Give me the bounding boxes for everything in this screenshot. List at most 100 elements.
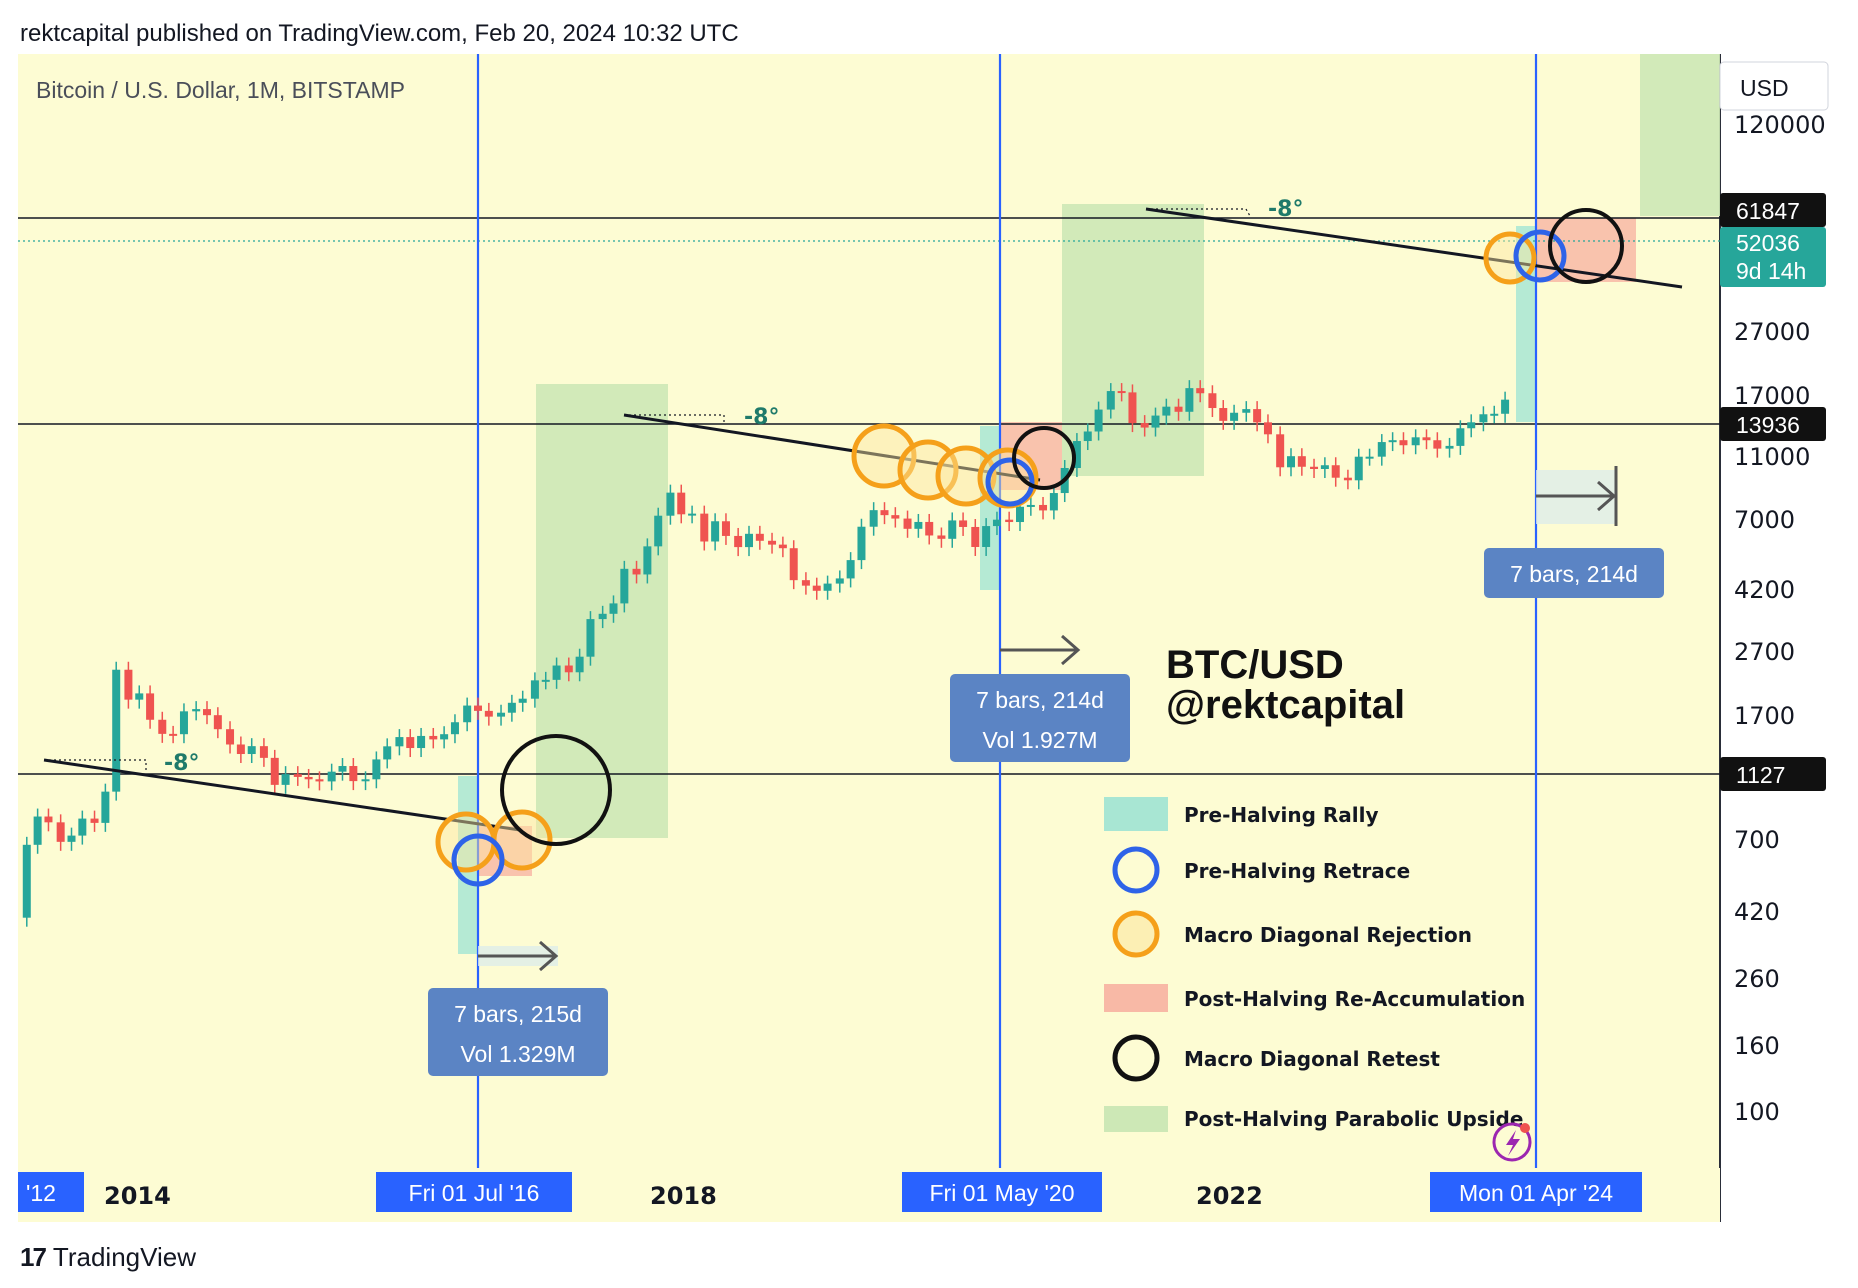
candle-body: [654, 515, 663, 547]
candle-body: [1005, 519, 1014, 523]
candle-body: [1151, 415, 1160, 428]
measure-label-bars-2024: 7 bars, 214d: [1510, 561, 1638, 587]
candle-body: [1287, 456, 1295, 468]
current-price-badge: [1720, 227, 1826, 287]
candle-body: [903, 518, 912, 529]
angle-label-2022: -8°: [1268, 197, 1303, 222]
candle-body: [361, 779, 370, 782]
chart-title-line2: @rektcapital: [1166, 683, 1405, 727]
publish-header: rektcapital published on TradingView.com…: [20, 20, 739, 47]
angle-arc-2018: [624, 414, 725, 424]
candle-body: [620, 568, 629, 604]
pre-halving-rally-zone-2024: [1516, 226, 1536, 422]
candle-body: [1083, 431, 1092, 442]
currency-box[interactable]: [1719, 61, 1829, 111]
candle-body: [101, 791, 110, 823]
chart-title-line1: BTC/USD: [1166, 643, 1344, 687]
measure-label-box-2016: [428, 988, 608, 1076]
time-badge-2016: [376, 1172, 572, 1212]
macro-diagonal-2022: [1145, 207, 1683, 289]
level-badge-61847-text: 61847: [1736, 198, 1800, 224]
candle-body: [1388, 440, 1397, 443]
tradingview-logo-icon: 17: [20, 1242, 47, 1272]
candle-body: [891, 515, 900, 519]
candle-body: [226, 729, 235, 745]
time-label-2022: 2022: [1196, 1182, 1263, 1210]
candle-body: [1174, 406, 1183, 412]
candle-body: [846, 560, 855, 579]
price-tick-6: 2700: [1734, 638, 1795, 666]
candle-body: [56, 822, 65, 842]
time-badge-2020: [902, 1172, 1102, 1212]
tradingview-footer[interactable]: 17 TradingView: [20, 1242, 196, 1273]
time-axis[interactable]: '12 2014 Fri 01 Jul '16 2018 Fri 01 May …: [18, 1172, 1642, 1212]
candle-body: [236, 744, 245, 755]
price-tick-12: 100: [1734, 1098, 1780, 1126]
candle-body: [78, 818, 87, 836]
candle-body: [484, 710, 493, 717]
legend-label-4: Macro Diagonal Retest: [1184, 1047, 1440, 1071]
level-badge-13936-text: 13936: [1736, 412, 1800, 438]
time-label-2024-halving: Mon 01 Apr '24: [1459, 1180, 1613, 1206]
candle-body: [948, 520, 957, 539]
candle-body: [44, 816, 53, 823]
candle-body: [1026, 504, 1035, 507]
candle-body: [383, 746, 392, 760]
candle-body: [315, 779, 324, 782]
candle-body: [711, 521, 720, 542]
measure-label-box-2020: [950, 674, 1130, 762]
candle-body: [937, 535, 946, 539]
tradingview-brand: TradingView: [52, 1242, 196, 1272]
candle-body: [1039, 504, 1048, 511]
retest-circle-2016: [500, 734, 612, 846]
candle-body: [1331, 465, 1340, 478]
price-tick-4: 7000: [1734, 506, 1795, 534]
time-label-2012: '12: [26, 1180, 56, 1206]
candle-body: [530, 680, 539, 699]
candle-body: [914, 521, 923, 529]
candle-body: [440, 734, 449, 740]
candle-body: [1242, 409, 1251, 413]
legend-label-5: Post-Halving Parabolic Upside: [1184, 1107, 1523, 1131]
candle-body: [1411, 437, 1420, 446]
candle-body: [213, 715, 222, 730]
lightning-icon[interactable]: [1492, 1122, 1532, 1162]
candle-body: [734, 535, 743, 548]
candle-body: [1094, 409, 1103, 432]
candle-body: [497, 712, 506, 717]
candle-body: [992, 519, 1001, 527]
legend: Pre-Halving Rally Pre-Halving Retrace Ma…: [1104, 797, 1525, 1132]
candle-body: [959, 520, 968, 527]
candle-body: [835, 578, 844, 584]
candle-body: [575, 656, 584, 673]
candle-body: [417, 735, 426, 749]
key-levels: [18, 217, 1720, 775]
price-tick-2: 17000: [1734, 382, 1810, 410]
marker-circles: [435, 208, 1624, 887]
candle-body: [124, 669, 133, 700]
candle-body: [1185, 388, 1194, 412]
legend-icon-orange-circle: [1112, 910, 1160, 958]
candle-body: [1219, 408, 1228, 421]
candle-body: [259, 746, 268, 758]
measure-arrow-head-2016: [539, 940, 559, 972]
candle-body: [1479, 414, 1488, 423]
candle-body: [721, 521, 730, 536]
candle-body: [1377, 442, 1386, 457]
level-badge-1127-text: 1127: [1736, 762, 1785, 788]
angle-label-2014: -8°: [164, 751, 199, 776]
time-label-2016-halving: Fri 01 Jul '16: [409, 1180, 540, 1206]
candle-body: [1354, 456, 1363, 481]
candle-body: [801, 580, 810, 586]
candle-body: [304, 776, 313, 780]
price-tick-7: 1700: [1734, 702, 1795, 730]
countdown-text: 9d 14h: [1736, 258, 1806, 284]
candle-body: [1365, 456, 1374, 459]
measure-label-vol-2016: Vol 1.329M: [460, 1041, 575, 1067]
measure-label-vol-2020: Vol 1.927M: [982, 727, 1097, 753]
candle-body: [1208, 393, 1217, 409]
legend-icon-salmon-square: [1104, 984, 1168, 1012]
rejection-circle-2019b: [897, 439, 959, 501]
price-axis[interactable]: USD 120000 27000 17000 11000 7000 4200 2…: [1719, 61, 1829, 1126]
